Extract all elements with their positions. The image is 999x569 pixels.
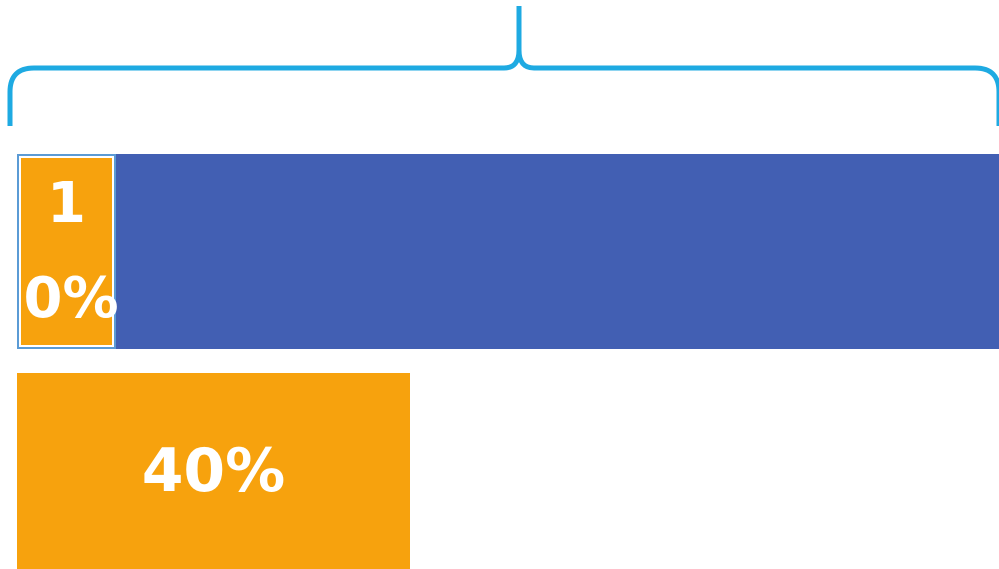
whole-bar — [17, 154, 999, 349]
ten-percent-segment-fill: 10% — [21, 158, 119, 345]
curly-brace-icon — [7, 6, 999, 126]
forty-percent-label: 40% — [141, 436, 286, 506]
ten-percent-label: 10% — [23, 171, 119, 331]
ten-percent-segment: 10% — [17, 154, 119, 349]
forty-percent-bar: 40% — [17, 373, 410, 569]
